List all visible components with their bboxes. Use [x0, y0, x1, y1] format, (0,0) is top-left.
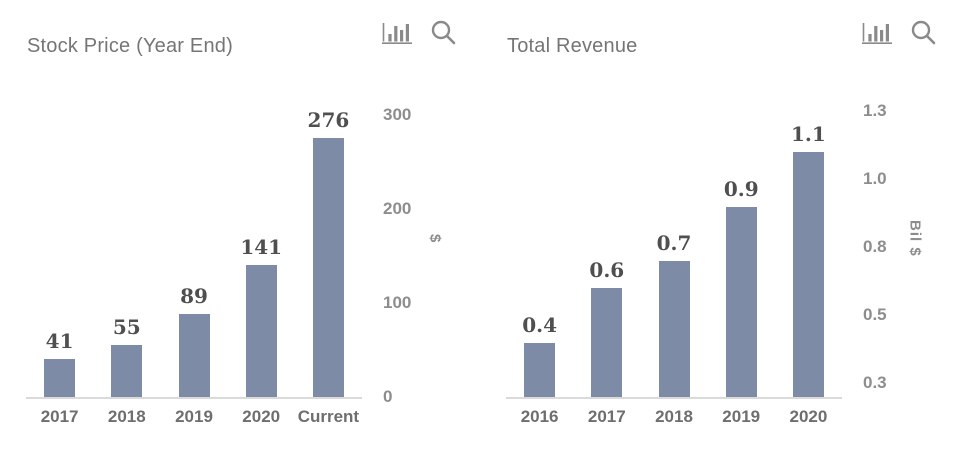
- plot-area: 41 55 89 141 276: [26, 106, 362, 397]
- x-axis-label: 2018: [107, 407, 146, 426]
- bar-value-label: 141: [240, 234, 283, 259]
- y-axis-tick-label: 300: [383, 105, 412, 125]
- x-axis-label: 2019: [175, 407, 213, 426]
- y-axis-tick-label: 100: [383, 293, 412, 313]
- y-axis-tick-label: 1.3: [863, 101, 887, 121]
- x-axis-label: 2020: [242, 407, 281, 426]
- bar-chart-icon[interactable]: [382, 20, 412, 44]
- x-axis-labels: 2017 2018 2019 2020 Current: [26, 407, 362, 427]
- x-axis-label: 2017: [587, 407, 626, 426]
- bar[interactable]: [312, 137, 344, 397]
- bar-slot: 0.7: [640, 106, 707, 397]
- bar[interactable]: [658, 261, 690, 397]
- search-icon[interactable]: [430, 19, 456, 45]
- chart-title: Stock Price (Year End): [27, 35, 233, 57]
- bar-slot: 89: [160, 106, 227, 397]
- bar-value-label: 89: [180, 283, 208, 308]
- plot-area: 0.4 0.6 0.7 0.9 1.1: [506, 106, 842, 397]
- bar-value-label: 0.4: [522, 312, 557, 337]
- bar-value-label: 55: [112, 315, 141, 340]
- bar[interactable]: [44, 358, 76, 397]
- y-axis-labels: 0 100 200 300: [383, 105, 443, 406]
- y-axis-unit-label: Bil $: [906, 220, 924, 257]
- bar-slot: 0.4: [506, 106, 573, 397]
- bar[interactable]: [178, 313, 210, 397]
- x-axis-label: 2017: [40, 407, 79, 426]
- x-axis-label: 2018: [655, 407, 693, 426]
- x-axis-line: [26, 397, 362, 399]
- x-axis-line: [506, 397, 842, 399]
- bar-slot: 41: [26, 106, 93, 397]
- chart-toolbar: [862, 19, 936, 45]
- y-axis-tick-label: 200: [383, 199, 412, 219]
- x-axis-label: 2019: [722, 407, 761, 426]
- y-axis-labels: 0.3 0.5 0.8 1.0 1.3: [863, 101, 923, 397]
- bar-slot: 141: [228, 106, 295, 397]
- bar-value-label: 1.1: [791, 122, 826, 147]
- bar-slot: 276: [295, 106, 362, 397]
- y-axis-unit-label: $: [426, 233, 444, 244]
- x-axis-labels: 2016 2017 2018 2019 2020: [506, 407, 842, 427]
- x-axis-label: Current: [297, 407, 360, 426]
- bar[interactable]: [591, 288, 623, 397]
- y-axis-tick-label: 0: [383, 387, 393, 406]
- bar-slot: 1.1: [775, 106, 842, 397]
- chart-title: Total Revenue: [507, 35, 638, 57]
- bar-value-label: 276: [307, 107, 350, 132]
- bar-value-label: 41: [45, 328, 74, 353]
- total-revenue-chart-panel: Total Revenue 0.4 0.6 0.7 0.9 1.1 2016 2017 20…: [480, 0, 959, 453]
- bar-value-label: 0.9: [723, 176, 759, 201]
- chart-toolbar: [382, 19, 456, 45]
- x-axis-label: 2016: [520, 407, 559, 426]
- bar-slot: 55: [93, 106, 160, 397]
- y-axis-tick-label: 0.8: [863, 237, 887, 257]
- y-axis-tick-label: 1.0: [863, 169, 887, 189]
- bar[interactable]: [524, 342, 556, 397]
- bar-value-label: 0.6: [589, 258, 625, 283]
- bar-value-label: 0.7: [656, 231, 692, 255]
- bar[interactable]: [792, 152, 824, 397]
- bar[interactable]: [725, 206, 757, 397]
- search-icon[interactable]: [910, 19, 936, 45]
- bar-chart-icon[interactable]: [862, 20, 892, 44]
- y-axis-tick-label: 0.5: [863, 305, 887, 325]
- bar[interactable]: [111, 345, 143, 397]
- bar[interactable]: [245, 264, 277, 397]
- bar-slot: 0.9: [708, 106, 775, 397]
- y-axis-tick-label: 0.3: [863, 373, 887, 393]
- stock-price-chart-panel: Stock Price (Year End) 41 55 89 141 276 2017…: [0, 0, 479, 453]
- x-axis-label: 2020: [789, 407, 828, 426]
- bar-slot: 0.6: [573, 106, 640, 397]
